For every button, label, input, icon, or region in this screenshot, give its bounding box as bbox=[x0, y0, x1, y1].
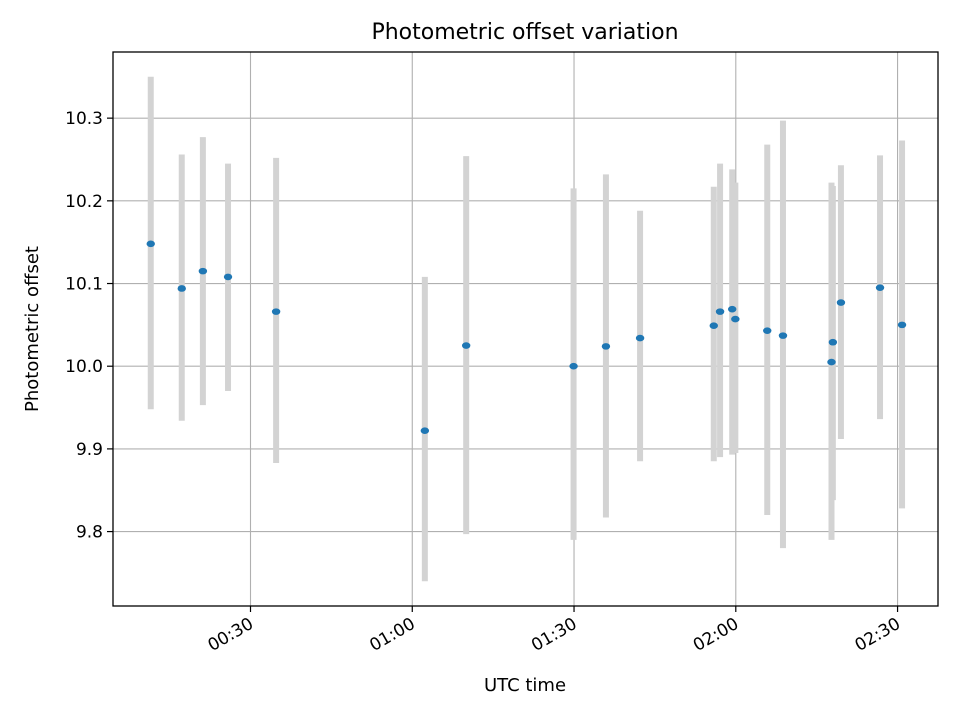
data-point bbox=[461, 342, 471, 349]
data-point bbox=[875, 284, 885, 291]
data-point bbox=[601, 343, 611, 350]
y-tick-label: 9.8 bbox=[76, 523, 103, 543]
data-point bbox=[177, 285, 186, 292]
data-point bbox=[635, 334, 645, 342]
data-points bbox=[146, 240, 907, 435]
data-point bbox=[827, 358, 836, 366]
chart-title: Photometric offset variation bbox=[371, 20, 678, 45]
y-tick-label: 9.9 bbox=[76, 440, 103, 460]
plot-frame bbox=[112, 51, 939, 607]
y-axis-ticks: 9.8 9.9 10.0 10.1 10.2 10.3 bbox=[65, 109, 113, 543]
y-tick-label: 10.0 bbox=[65, 357, 103, 377]
data-point bbox=[709, 322, 718, 329]
data-point bbox=[727, 305, 737, 313]
data-point bbox=[420, 427, 430, 435]
data-point bbox=[897, 321, 907, 329]
data-point bbox=[146, 240, 155, 248]
x-axis-label: UTC time bbox=[484, 675, 566, 696]
data-point bbox=[223, 273, 233, 281]
data-point bbox=[271, 308, 281, 315]
data-point bbox=[198, 267, 208, 275]
y-axis-label: Photometric offset bbox=[22, 246, 43, 412]
data-point bbox=[778, 332, 788, 339]
data-point bbox=[763, 327, 772, 334]
y-tick-label: 10.1 bbox=[65, 275, 103, 295]
data-point bbox=[731, 315, 740, 323]
data-point bbox=[569, 362, 578, 370]
data-point bbox=[828, 338, 838, 346]
data-point bbox=[715, 308, 725, 315]
y-tick-label: 10.2 bbox=[65, 192, 103, 212]
data-point bbox=[836, 299, 846, 306]
y-tick-label: 10.3 bbox=[65, 109, 103, 129]
